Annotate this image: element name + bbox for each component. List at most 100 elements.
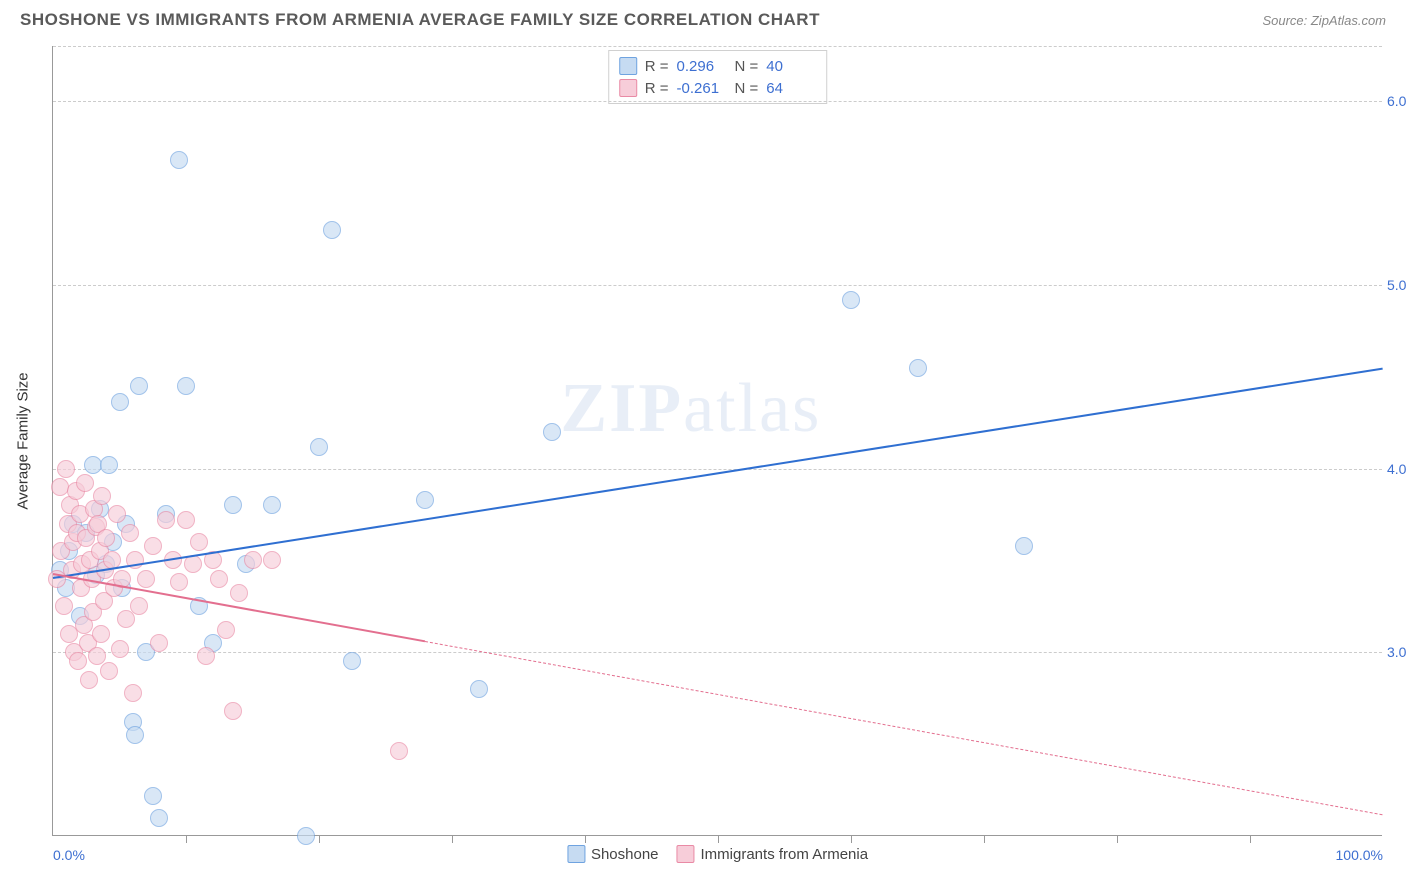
data-point	[69, 652, 87, 670]
data-point	[126, 726, 144, 744]
r-value-pink: -0.261	[677, 80, 727, 97]
ytick-label: 6.00	[1387, 93, 1406, 109]
swatch-blue	[567, 845, 585, 863]
data-point	[1015, 537, 1033, 555]
stats-row-pink: R = -0.261 N = 64	[619, 77, 817, 99]
ytick-label: 4.00	[1387, 461, 1406, 477]
data-point	[842, 291, 860, 309]
gridline	[53, 652, 1382, 653]
data-point	[263, 496, 281, 514]
swatch-blue	[619, 57, 637, 75]
trend-line	[53, 368, 1383, 579]
xtick-label: 0.0%	[53, 847, 85, 863]
swatch-pink	[619, 79, 637, 97]
legend-item-blue: Shoshone	[567, 845, 659, 863]
scatter-chart: Average Family Size R = 0.296 N = 40 R =…	[52, 46, 1382, 836]
stats-legend-box: R = 0.296 N = 40 R = -0.261 N = 64	[608, 50, 828, 104]
data-point	[224, 496, 242, 514]
data-point	[80, 671, 98, 689]
data-point	[230, 584, 248, 602]
data-point	[124, 684, 142, 702]
y-axis-label: Average Family Size	[15, 372, 32, 509]
gridline	[53, 285, 1382, 286]
xtick	[984, 835, 985, 843]
data-point	[416, 491, 434, 509]
ytick-label: 5.00	[1387, 277, 1406, 293]
xtick	[718, 835, 719, 843]
data-point	[97, 529, 115, 547]
r-label: R =	[645, 80, 669, 97]
data-point	[57, 460, 75, 478]
watermark: ZIPatlas	[560, 369, 821, 449]
data-point	[190, 533, 208, 551]
data-point	[197, 647, 215, 665]
xtick	[186, 835, 187, 843]
data-point	[177, 511, 195, 529]
legend-label-pink: Immigrants from Armenia	[701, 846, 869, 863]
data-point	[111, 393, 129, 411]
gridline	[53, 469, 1382, 470]
legend-item-pink: Immigrants from Armenia	[677, 845, 869, 863]
data-point	[108, 505, 126, 523]
data-point	[137, 570, 155, 588]
data-point	[150, 809, 168, 827]
ytick-label: 3.00	[1387, 644, 1406, 660]
data-point	[92, 625, 110, 643]
n-value-blue: 40	[766, 58, 816, 75]
data-point	[130, 597, 148, 615]
data-point	[210, 570, 228, 588]
xtick-label: 100.0%	[1336, 847, 1383, 863]
stats-row-blue: R = 0.296 N = 40	[619, 55, 817, 77]
data-point	[51, 478, 69, 496]
data-point	[217, 621, 235, 639]
data-point	[150, 634, 168, 652]
xtick	[851, 835, 852, 843]
data-point	[93, 487, 111, 505]
xtick	[452, 835, 453, 843]
data-point	[263, 551, 281, 569]
data-point	[343, 652, 361, 670]
n-value-pink: 64	[766, 80, 816, 97]
data-point	[100, 456, 118, 474]
n-label: N =	[735, 80, 759, 97]
data-point	[543, 423, 561, 441]
data-point	[310, 438, 328, 456]
watermark-zip: ZIP	[560, 370, 683, 447]
bottom-legend: Shoshone Immigrants from Armenia	[567, 845, 868, 863]
data-point	[130, 377, 148, 395]
data-point	[170, 151, 188, 169]
data-point	[170, 573, 188, 591]
gridline	[53, 46, 1382, 47]
data-point	[390, 742, 408, 760]
legend-label-blue: Shoshone	[591, 846, 659, 863]
data-point	[121, 524, 139, 542]
chart-header: SHOSHONE VS IMMIGRANTS FROM ARMENIA AVER…	[0, 0, 1406, 34]
r-label: R =	[645, 58, 669, 75]
gridline	[53, 101, 1382, 102]
data-point	[244, 551, 262, 569]
n-label: N =	[735, 58, 759, 75]
source-attribution: Source: ZipAtlas.com	[1262, 13, 1386, 28]
xtick	[1250, 835, 1251, 843]
data-point	[111, 640, 129, 658]
data-point	[177, 377, 195, 395]
data-point	[157, 511, 175, 529]
data-point	[76, 474, 94, 492]
chart-title: SHOSHONE VS IMMIGRANTS FROM ARMENIA AVER…	[20, 10, 820, 30]
swatch-pink	[677, 845, 695, 863]
data-point	[470, 680, 488, 698]
data-point	[100, 662, 118, 680]
data-point	[224, 702, 242, 720]
data-point	[55, 597, 73, 615]
data-point	[909, 359, 927, 377]
data-point	[297, 827, 315, 845]
data-point	[144, 787, 162, 805]
xtick	[585, 835, 586, 843]
r-value-blue: 0.296	[677, 58, 727, 75]
xtick	[319, 835, 320, 843]
trend-line	[425, 641, 1383, 815]
data-point	[323, 221, 341, 239]
watermark-atlas: atlas	[683, 370, 821, 447]
data-point	[144, 537, 162, 555]
xtick	[1117, 835, 1118, 843]
